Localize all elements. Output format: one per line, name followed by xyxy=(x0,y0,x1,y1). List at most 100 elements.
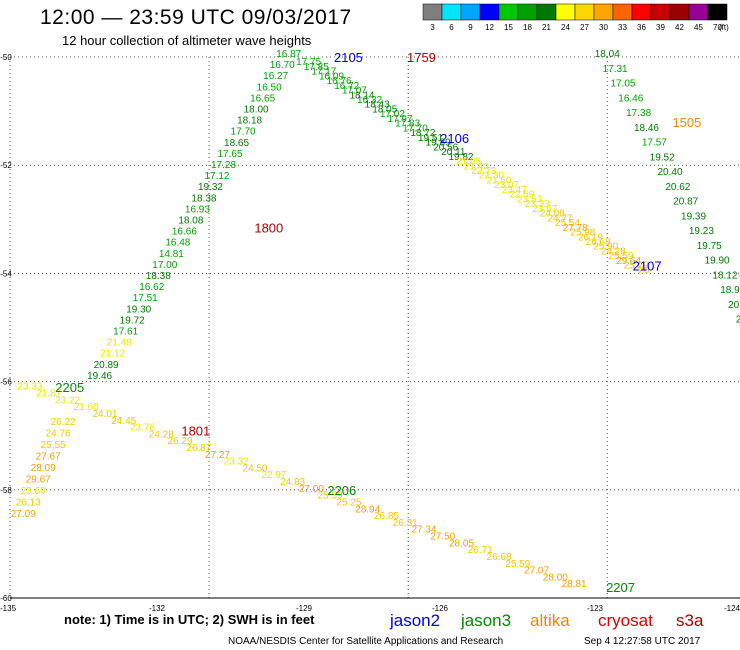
swh-value: 22.73 xyxy=(471,166,496,177)
colorbar-label: 27 xyxy=(580,23,589,32)
swh-value: 24.28 xyxy=(601,246,626,257)
footer-credit: NOAA/NESDIS Center for Satellite Applica… xyxy=(228,636,504,647)
colorbar-label: 70 xyxy=(713,23,722,32)
swh-value: 19.51 xyxy=(418,133,443,144)
swh-value: 19.23 xyxy=(689,226,714,237)
colorbar-swatch xyxy=(669,3,690,21)
swh-value: 21.50 xyxy=(487,175,512,186)
footer-note: note: 1) Time is in UTC; 2) SWH is in fe… xyxy=(64,612,315,627)
swh-value: 18.38 xyxy=(146,271,171,282)
colorbar-label: 21 xyxy=(542,23,551,32)
swh-value: 20.11 xyxy=(441,147,466,158)
pass-label-2205: 2205 xyxy=(55,380,84,395)
swh-value: 29.64 xyxy=(616,256,641,267)
x-tick-label: -135 xyxy=(0,604,17,613)
pass-label-1505: 1505 xyxy=(672,115,701,130)
swh-value: 18.04 xyxy=(595,49,620,60)
colorbar-label: 39 xyxy=(656,23,665,32)
swh-value: 18.18 xyxy=(237,116,262,127)
swh-value: 16.66 xyxy=(172,227,197,238)
swh-value: 25.59 xyxy=(505,559,530,570)
legend-jason2: jason2 xyxy=(389,611,440,630)
legend-altika: altika xyxy=(530,611,570,630)
swh-value: 26.87 xyxy=(186,443,211,454)
colorbar-unit: (ft) xyxy=(719,23,729,32)
pass-label-2106: 2106 xyxy=(440,131,469,146)
swh-value: 18.72 xyxy=(410,128,435,139)
swh-value: 27.50 xyxy=(430,532,455,543)
x-tick-label: -124 xyxy=(724,604,740,613)
swh-value: 25.59 xyxy=(318,491,343,502)
swh-value: 18.38 xyxy=(191,193,216,204)
colorbar-swatch xyxy=(688,3,709,21)
swh-value: 16.70 xyxy=(270,60,295,71)
swh-value: 28.05 xyxy=(449,538,474,549)
colorbar-label: 3 xyxy=(430,23,435,32)
swh-value: 22.30 xyxy=(479,171,504,182)
swh-value: 23.33 xyxy=(525,199,550,210)
swh-value: 17.12 xyxy=(204,171,229,182)
colorbar-label: 36 xyxy=(637,23,646,32)
colorbar-swatch xyxy=(555,3,576,21)
swh-value: 23.47 xyxy=(502,185,527,196)
swh-value: 19.72 xyxy=(120,315,145,326)
swh-value: 23.22 xyxy=(55,395,80,406)
swh-value: 17.65 xyxy=(218,149,243,160)
swh-value: 23.67 xyxy=(532,204,557,215)
swh-value: 20.23 xyxy=(736,315,740,326)
swh-value: 17.05 xyxy=(610,79,635,90)
swh-value: 17.38 xyxy=(626,108,651,119)
swh-value: 25.98 xyxy=(570,228,595,239)
x-tick-label: -129 xyxy=(296,604,313,613)
swh-value: 17.70 xyxy=(403,123,428,134)
swh-value: 14.81 xyxy=(159,249,184,260)
pass-label-2107: 2107 xyxy=(633,258,662,273)
pass-label-1801: 1801 xyxy=(181,423,210,438)
swh-value: 16.48 xyxy=(165,238,190,249)
colorbar-swatch xyxy=(631,3,652,21)
swh-value: 19.90 xyxy=(705,256,730,267)
x-tick-label: -132 xyxy=(149,604,166,613)
swh-value: 25.90 xyxy=(593,242,618,253)
colorbar-label: 42 xyxy=(675,23,684,32)
swh-value: 24.50 xyxy=(243,463,268,474)
data-tracks: 19.4620.8921.1221.4817.6119.7219.3017.51… xyxy=(11,49,740,590)
colorbar-label: 45 xyxy=(694,23,703,32)
swh-value: 17.17 xyxy=(311,67,336,78)
colorbar-swatch xyxy=(593,3,614,21)
swh-value: 17.57 xyxy=(642,138,667,149)
swh-value: 23.53 xyxy=(517,194,542,205)
swh-value: 28.81 xyxy=(562,579,587,590)
swh-value: 26.29 xyxy=(168,436,193,447)
pass-label-2206: 2206 xyxy=(327,483,356,498)
page-subtitle: 12 hour collection of altimeter wave hei… xyxy=(62,33,312,48)
swh-value: 19.52 xyxy=(650,152,675,163)
y-tick-label: -50 xyxy=(0,53,12,62)
swh-value: 18.08 xyxy=(178,215,203,226)
colorbar-label: 24 xyxy=(561,23,570,32)
swh-value: 25.29 xyxy=(624,261,649,272)
swh-value: 24.01 xyxy=(92,409,117,420)
swh-value: 24.08 xyxy=(540,209,565,220)
swh-value: 24.83 xyxy=(280,477,305,488)
colorbar-swatch xyxy=(517,3,538,21)
swh-value: 28.09 xyxy=(31,463,56,474)
swh-value: 27.67 xyxy=(36,451,61,462)
swh-value: 19.30 xyxy=(126,304,151,315)
y-tick-label: -58 xyxy=(0,486,12,495)
colorbar-swatch xyxy=(441,3,462,21)
swh-value: 24.76 xyxy=(46,428,71,439)
colorbar-label: 33 xyxy=(618,23,627,32)
swh-value: 17.51 xyxy=(133,293,158,304)
swh-value: 18.43 xyxy=(365,100,390,111)
y-tick-label: -60 xyxy=(0,594,12,603)
swh-value: 19.39 xyxy=(681,211,706,222)
swh-value: 23.33 xyxy=(17,382,42,393)
swh-value: 17.85 xyxy=(304,62,329,73)
swh-value: 16.87 xyxy=(276,49,301,60)
colorbar-label: 15 xyxy=(504,23,513,32)
swh-value: 16.72 xyxy=(334,81,359,92)
swh-value: 21.87 xyxy=(36,389,61,400)
swh-value: 16.50 xyxy=(257,82,282,93)
